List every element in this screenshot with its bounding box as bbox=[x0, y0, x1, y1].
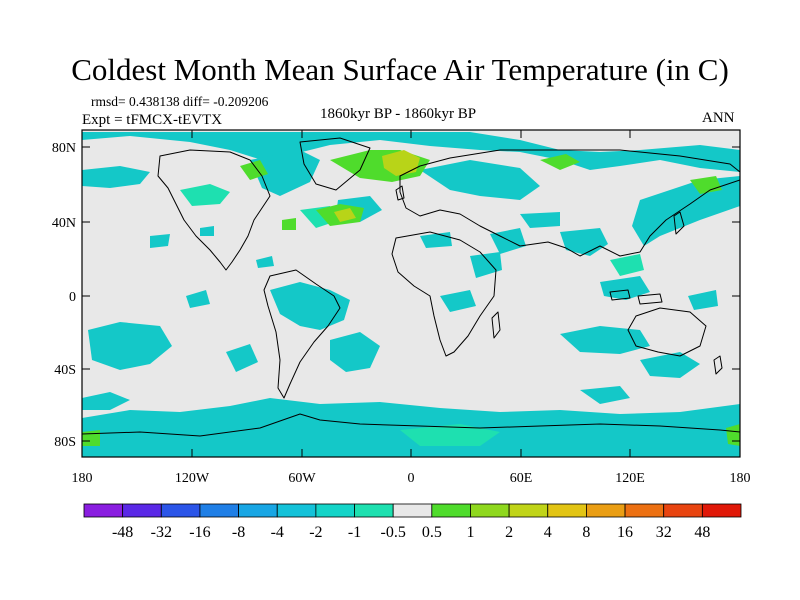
longitude-axis: 180 120W 60W 0 60E 120E 180 bbox=[72, 130, 751, 486]
lat-tick-label: 40S bbox=[54, 363, 76, 378]
lat-tick-label: 80N bbox=[52, 141, 76, 156]
anomaly-patch-south-cyan bbox=[88, 256, 718, 378]
colorbar-swatch bbox=[83, 503, 124, 518]
lon-tick-label: 180 bbox=[730, 471, 751, 486]
colorbar-label: -8 bbox=[232, 524, 245, 541]
colorbar-label: 4 bbox=[544, 524, 552, 541]
colorbar-swatch bbox=[431, 503, 471, 518]
colorbar-swatch bbox=[276, 503, 317, 518]
colorbar-swatch bbox=[122, 503, 162, 518]
colorbar-swatch bbox=[160, 503, 201, 518]
colorbar-swatch bbox=[624, 503, 665, 518]
plot-title: Coldest Month Mean Surface Air Temperatu… bbox=[71, 52, 729, 87]
colorbar-label: -1 bbox=[348, 524, 361, 541]
colorbar-label: -48 bbox=[112, 524, 133, 541]
lat-tick-label: 40N bbox=[52, 216, 76, 231]
colorbar-label: -2 bbox=[309, 524, 322, 541]
lon-tick-label: 60E bbox=[510, 471, 533, 486]
experiment-label: Expt = tFMCX-tEVTX bbox=[82, 112, 223, 128]
lon-tick-label: 60W bbox=[288, 471, 316, 486]
colorbar-label: -16 bbox=[189, 524, 210, 541]
colorbar-swatch bbox=[701, 503, 742, 518]
colorbar-label: 16 bbox=[617, 524, 633, 541]
lon-tick-label: 180 bbox=[72, 471, 93, 486]
colorbar-label: -0.5 bbox=[381, 524, 406, 541]
colorbar-swatch bbox=[663, 503, 703, 518]
anomaly-fields bbox=[82, 132, 740, 457]
colorbar-swatch bbox=[315, 503, 355, 518]
stats-label: rmsd= 0.438138 diff= -0.209206 bbox=[91, 94, 269, 109]
lon-tick-label: 120W bbox=[175, 471, 210, 486]
period-label: 1860kyr BP - 1860kyr BP bbox=[320, 106, 477, 122]
anomaly-patch-teal bbox=[180, 184, 644, 446]
lon-tick-label: 120E bbox=[615, 471, 645, 486]
colorbar-swatch bbox=[586, 503, 626, 518]
colorbar-swatch bbox=[354, 503, 394, 518]
colorbar-label: 0.5 bbox=[422, 524, 442, 541]
colorbar-label: 48 bbox=[694, 524, 710, 541]
lat-tick-label: 80S bbox=[54, 435, 76, 450]
lat-tick-label: 0 bbox=[69, 290, 76, 305]
colorbar-labels: -48 -32 -16 -8 -4 -2 -1 -0.5 0.5 1 2 4 8 16 32 48 bbox=[112, 524, 710, 541]
anomaly-patch-antarctic-cyan bbox=[82, 386, 740, 457]
coastlines bbox=[82, 137, 740, 437]
colorbar-label: 8 bbox=[582, 524, 590, 541]
latitude-axis: 80N 40N 0 40S 80S bbox=[52, 141, 740, 450]
colorbar-swatch bbox=[238, 503, 278, 518]
anomaly-patch-yellowgreen bbox=[334, 150, 420, 222]
colorbar-label: 32 bbox=[656, 524, 672, 541]
season-label: ANN bbox=[702, 110, 735, 126]
colorbar-label: 1 bbox=[466, 524, 474, 541]
colorbar-label: -4 bbox=[271, 524, 284, 541]
colorbar-swatch bbox=[547, 503, 587, 518]
colorbar-swatch bbox=[392, 503, 433, 518]
colorbar-label: -32 bbox=[151, 524, 172, 541]
lon-tick-label: 0 bbox=[408, 471, 415, 486]
colorbar-label: 2 bbox=[505, 524, 513, 541]
colorbar-swatch bbox=[508, 503, 549, 518]
colorbar bbox=[83, 503, 742, 518]
colorbar-swatch bbox=[199, 503, 239, 518]
colorbar-swatch bbox=[470, 503, 510, 518]
